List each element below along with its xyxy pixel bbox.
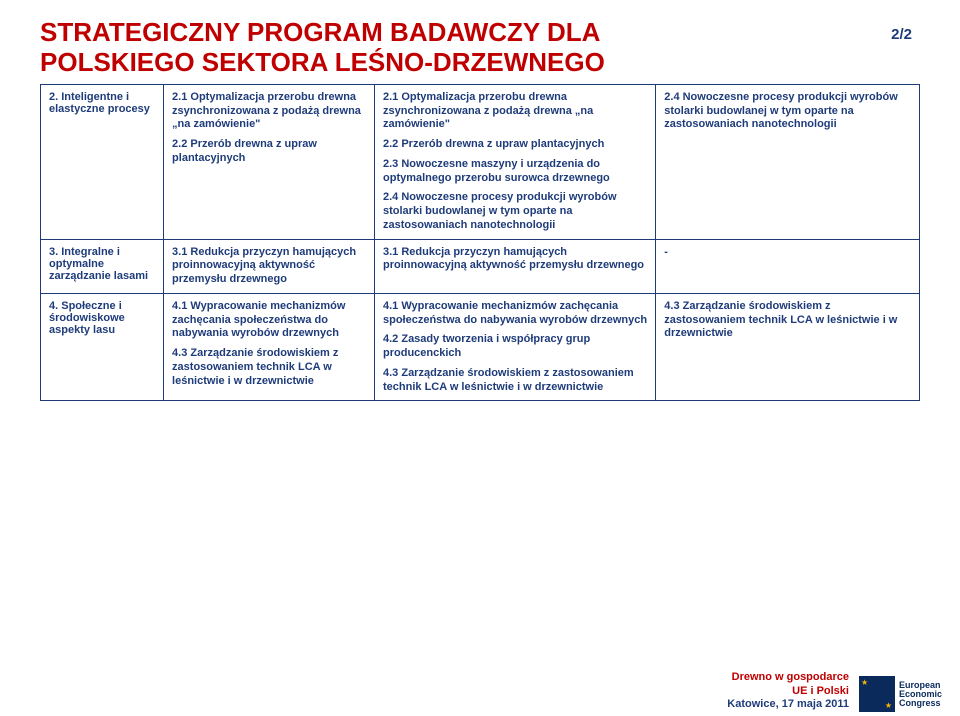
cell: 3.1 Redukcja przyczyn hamujących proinno… (164, 239, 375, 293)
cell: 2.4 Nowoczesne procesy produkcji wyrobów… (656, 84, 920, 239)
logo-icon (859, 676, 895, 712)
list-item: 2.2 Przerób drewna z upraw plantacyjnych (383, 138, 647, 152)
slide-title: STRATEGICZNY PROGRAM BADAWCZY DLA POLSKI… (40, 18, 605, 78)
slide-page: STRATEGICZNY PROGRAM BADAWCZY DLA POLSKI… (0, 0, 960, 716)
table-row: 3. Integralne i optymalne zarządzanie la… (41, 239, 920, 293)
title-block: STRATEGICZNY PROGRAM BADAWCZY DLA POLSKI… (40, 18, 920, 78)
cell: - (656, 239, 920, 293)
list-item: - (664, 246, 911, 260)
list-item: 2.1 Optymalizacja przerobu drewna zsynch… (172, 91, 366, 132)
cell: 2.1 Optymalizacja przerobu drewna zsynch… (164, 84, 375, 239)
row-header: 3. Integralne i optymalne zarządzanie la… (41, 239, 164, 293)
list-item: 3.1 Redukcja przyczyn hamujących proinno… (383, 246, 647, 274)
logo-text: European Economic Congress (899, 681, 942, 708)
list-item: 4.1 Wypracowanie mechanizmów zachęcania … (172, 300, 366, 341)
list-item: 3.1 Redukcja przyczyn hamujących proinno… (172, 246, 366, 287)
list-item: 2.3 Nowoczesne maszyny i urządzenia do o… (383, 158, 647, 186)
cell: 3.1 Redukcja przyczyn hamujących proinno… (375, 239, 656, 293)
list-item: 4.3 Zarządzanie środowiskiem z zastosowa… (664, 300, 911, 341)
list-item: 4.3 Zarządzanie środowiskiem z zastosowa… (172, 347, 366, 388)
content-table: 2. Inteligentne i elastyczne procesy 2.1… (40, 84, 920, 402)
logo-text-l3: Congress (899, 698, 941, 708)
title-line-1: STRATEGICZNY PROGRAM BADAWCZY DLA (40, 17, 600, 47)
row-header: 4. Społeczne i środowiskowe aspekty lasu (41, 293, 164, 401)
cell: 2.1 Optymalizacja przerobu drewna zsynch… (375, 84, 656, 239)
cell: 4.1 Wypracowanie mechanizmów zachęcania … (164, 293, 375, 401)
list-item: 4.1 Wypracowanie mechanizmów zachęcania … (383, 300, 647, 328)
table-row: 4. Społeczne i środowiskowe aspekty lasu… (41, 293, 920, 401)
list-item: 4.3 Zarządzanie środowiskiem z zastosowa… (383, 367, 647, 395)
list-item: 2.4 Nowoczesne procesy produkcji wyrobów… (664, 91, 911, 132)
page-number: 2/2 (891, 26, 912, 43)
table-row: 2. Inteligentne i elastyczne procesy 2.1… (41, 84, 920, 239)
list-item: 2.2 Przerób drewna z upraw plantacyjnych (172, 138, 366, 166)
footer-text: Drewno w gospodarce UE i Polski Katowice… (727, 671, 849, 712)
list-item: 2.1 Optymalizacja przerobu drewna zsynch… (383, 91, 647, 132)
footer-line-2: UE i Polski (727, 685, 849, 699)
congress-logo: European Economic Congress (859, 676, 942, 712)
footer-line-1: Drewno w gospodarce (727, 671, 849, 685)
list-item: 4.2 Zasady tworzenia i współpracy grup p… (383, 333, 647, 361)
row-header: 2. Inteligentne i elastyczne procesy (41, 84, 164, 239)
cell: 4.1 Wypracowanie mechanizmów zachęcania … (375, 293, 656, 401)
footer-line-3: Katowice, 17 maja 2011 (727, 698, 849, 712)
footer: Drewno w gospodarce UE i Polski Katowice… (727, 671, 942, 712)
cell: 4.3 Zarządzanie środowiskiem z zastosowa… (656, 293, 920, 401)
title-line-2: POLSKIEGO SEKTORA LEŚNO-DRZEWNEGO (40, 47, 605, 77)
list-item: 2.4 Nowoczesne procesy produkcji wyrobów… (383, 191, 647, 232)
